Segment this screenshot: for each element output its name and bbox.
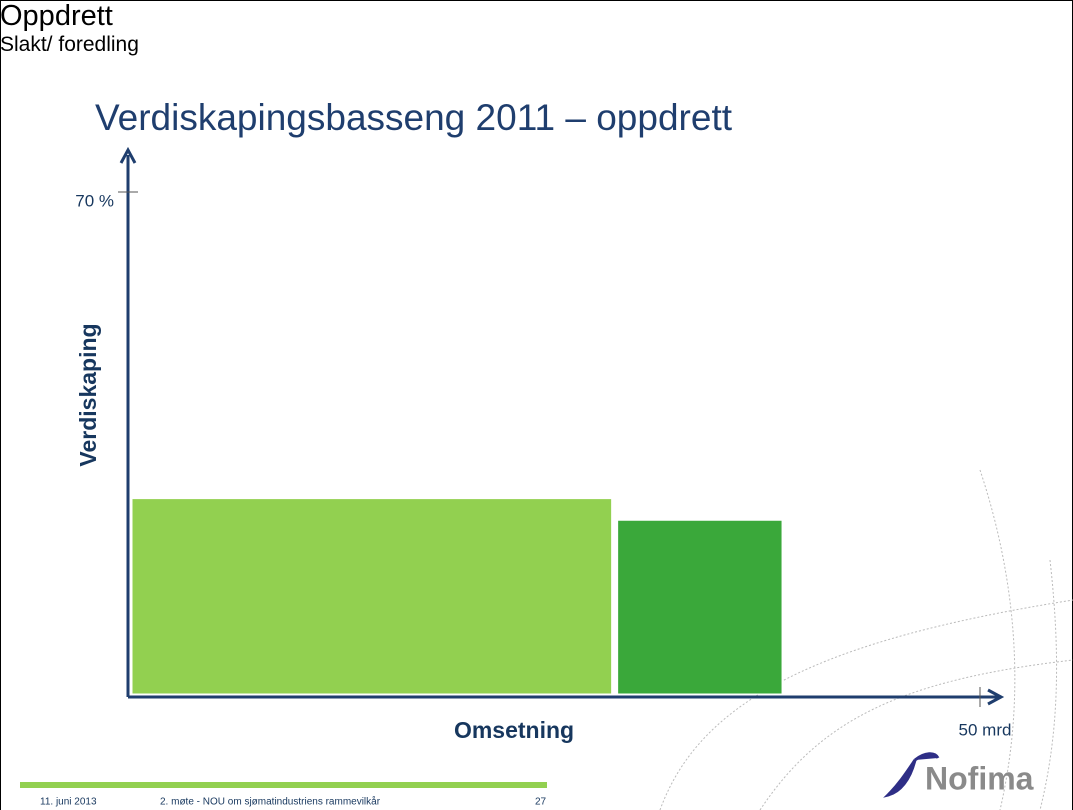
x-tick-label: 50 mrd: [959, 720, 1012, 739]
chart-title: Verdiskapingsbasseng 2011 – oppdrett: [95, 97, 733, 138]
x-axis-arrow: [987, 688, 1005, 706]
footer-text: 2. møte - NOU om sjømatindustriens ramme…: [160, 796, 381, 808]
y-tick-label: 70 %: [75, 191, 114, 210]
x-axis-label: Omsetning: [454, 717, 574, 743]
footer-page: 27: [535, 797, 547, 808]
y-axis-label: Verdiskaping: [75, 323, 101, 466]
bar: [131, 498, 613, 695]
bar: [617, 519, 783, 695]
bar-label: Slakt/ foredling: [0, 33, 139, 56]
logo-icon: [883, 752, 940, 798]
footer-date: 11. juni 2013: [40, 797, 97, 808]
logo: Nofima: [925, 760, 1034, 796]
footer-bar: [20, 782, 547, 788]
y-axis-arrow: [119, 146, 137, 164]
bar-label: Oppdrett: [0, 0, 113, 32]
decoration: [659, 469, 1073, 810]
